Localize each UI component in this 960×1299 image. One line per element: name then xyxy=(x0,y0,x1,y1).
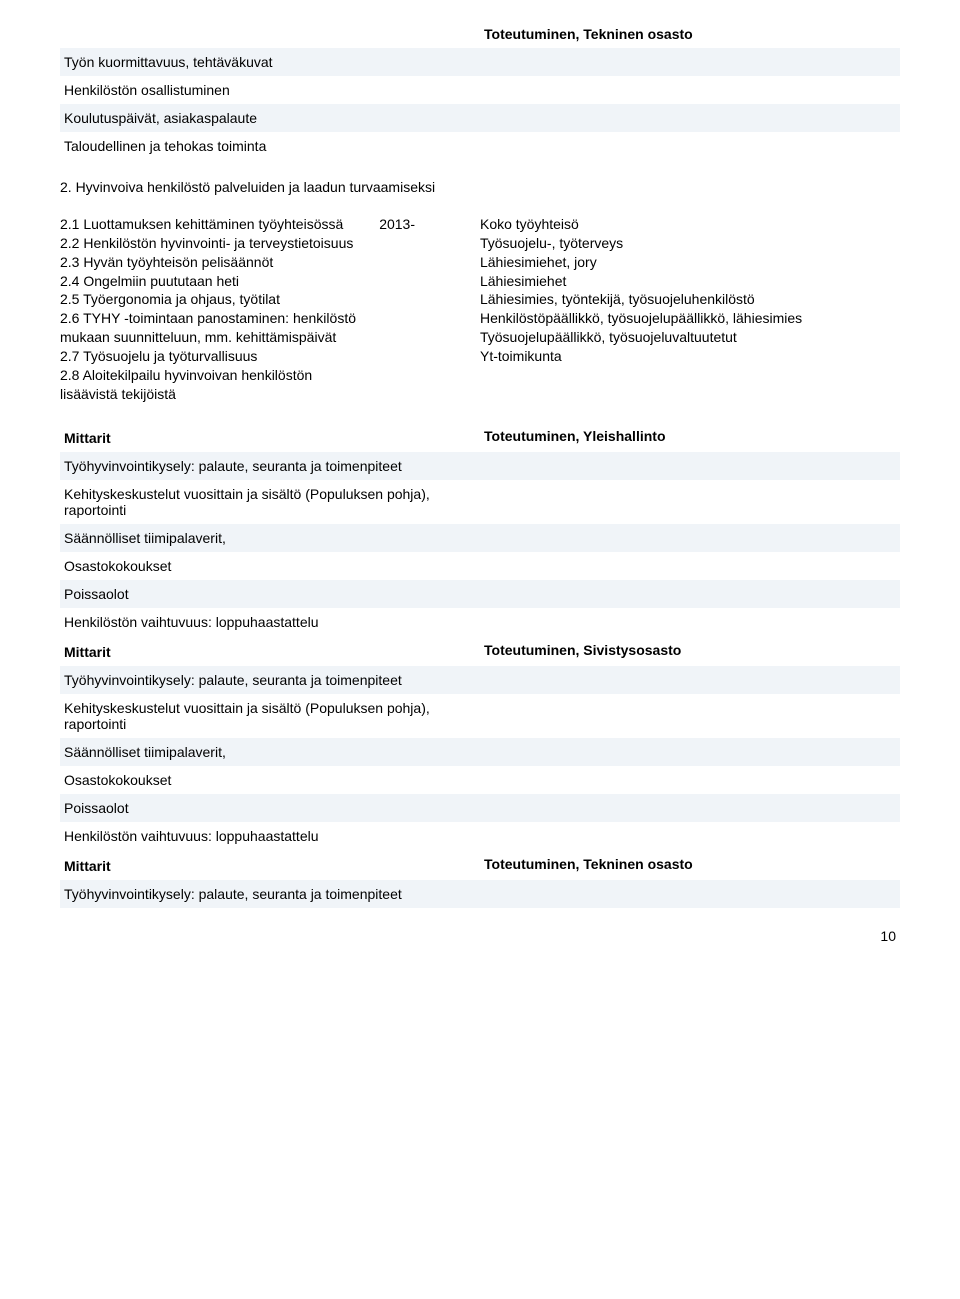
mittarit1-header: Mittarit xyxy=(60,424,480,452)
mittarit2-cell: Kehityskeskustelut vuosittain ja sisältö… xyxy=(60,694,480,738)
top-left-cell: Taloudellinen ja tehokas toiminta xyxy=(60,132,480,160)
top-left-cell: Henkilöstön osallistuminen xyxy=(60,76,480,104)
mittarit2-cell: Osastokokoukset xyxy=(60,766,480,794)
mittarit1-col2-header: Toteutuminen, Yleishallinto xyxy=(480,422,900,452)
section2-right: Koko työyhteisö Työsuojelu-, työterveys … xyxy=(480,215,900,404)
section2-heading: 2. Hyvinvoiva henkilöstö palveluiden ja … xyxy=(60,178,900,197)
section2-mid: 2013- xyxy=(379,215,480,404)
mittarit2-cell: Säännölliset tiimipalaverit, xyxy=(60,738,480,766)
top-row: Koulutuspäivät, asiakaspalaute xyxy=(60,104,900,132)
top-row: Taloudellinen ja tehokas toiminta xyxy=(60,132,900,160)
mittarit2-cell: Poissaolot xyxy=(60,794,480,822)
table-row: Työhyvinvointikysely: palaute, seuranta … xyxy=(60,452,900,480)
top-left-cell: Koulutuspäivät, asiakaspalaute xyxy=(60,104,480,132)
top-left-cell: Työn kuormittavuus, tehtäväkuvat xyxy=(60,48,480,76)
mittarit1-cell: Kehityskeskustelut vuosittain ja sisältö… xyxy=(60,480,480,524)
mittarit3-col2-header: Toteutuminen, Tekninen osasto xyxy=(480,850,900,880)
table-row: Osastokokoukset xyxy=(60,766,900,794)
table-row: Kehityskeskustelut vuosittain ja sisältö… xyxy=(60,694,900,738)
table-row: Työhyvinvointikysely: palaute, seuranta … xyxy=(60,880,900,908)
mittarit2-cell: Työhyvinvointikysely: palaute, seuranta … xyxy=(60,666,480,694)
section2-left: 2.1 Luottamuksen kehittäminen työyhteisö… xyxy=(60,215,379,404)
mittarit2-col2-header: Toteutuminen, Sivistysosasto xyxy=(480,636,900,666)
table-row: Osastokokoukset xyxy=(60,552,900,580)
table-row: Säännölliset tiimipalaverit, xyxy=(60,524,900,552)
top-row: Työn kuormittavuus, tehtäväkuvat xyxy=(60,48,900,76)
mittarit1-cell: Säännölliset tiimipalaverit, xyxy=(60,524,480,552)
page-number: 10 xyxy=(60,928,900,944)
table-row: Henkilöstön vaihtuvuus: loppuhaastattelu xyxy=(60,608,900,636)
table-row: Työhyvinvointikysely: palaute, seuranta … xyxy=(60,666,900,694)
top-row: Henkilöstön osallistuminen xyxy=(60,76,900,104)
table-row: Kehityskeskustelut vuosittain ja sisältö… xyxy=(60,480,900,524)
mittarit1-cell: Työhyvinvointikysely: palaute, seuranta … xyxy=(60,452,480,480)
table-row: Henkilöstön vaihtuvuus: loppuhaastattelu xyxy=(60,822,900,850)
mittarit2-header: Mittarit xyxy=(60,638,480,666)
table-row: Poissaolot xyxy=(60,580,900,608)
table-row: Poissaolot xyxy=(60,794,900,822)
table-row: Säännölliset tiimipalaverit, xyxy=(60,738,900,766)
mittarit2-cell: Henkilöstön vaihtuvuus: loppuhaastattelu xyxy=(60,822,480,850)
top-col2-header: Toteutuminen, Tekninen osasto xyxy=(480,20,900,48)
mittarit3-cell: Työhyvinvointikysely: palaute, seuranta … xyxy=(60,880,480,908)
mittarit1-cell: Poissaolot xyxy=(60,580,480,608)
mittarit1-cell: Henkilöstön vaihtuvuus: loppuhaastattelu xyxy=(60,608,480,636)
mittarit1-cell: Osastokokoukset xyxy=(60,552,480,580)
mittarit3-header: Mittarit xyxy=(60,852,480,880)
